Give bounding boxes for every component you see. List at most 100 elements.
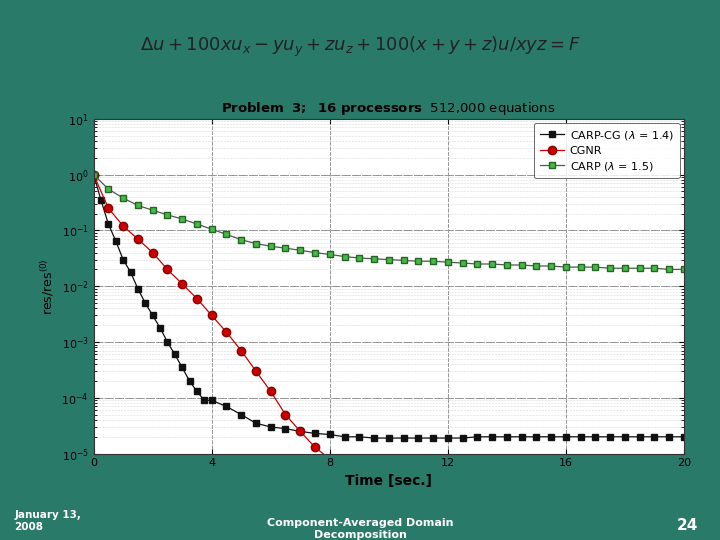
CGNR bbox=[547, 467, 556, 474]
CARP ($\lambda$ = 1.5) bbox=[340, 253, 348, 260]
CGNR bbox=[606, 467, 615, 474]
CARP-CG ($\lambda$ = 1.4) bbox=[473, 434, 482, 440]
CGNR bbox=[650, 467, 659, 474]
CGNR bbox=[591, 467, 600, 474]
CARP ($\lambda$ = 1.5) bbox=[399, 257, 408, 264]
CARP ($\lambda$ = 1.5) bbox=[665, 266, 674, 273]
CGNR bbox=[296, 428, 305, 435]
CARP ($\lambda$ = 1.5) bbox=[296, 247, 305, 254]
CGNR bbox=[399, 467, 408, 474]
Line: CARP ($\lambda$ = 1.5): CARP ($\lambda$ = 1.5) bbox=[90, 171, 688, 273]
CARP ($\lambda$ = 1.5) bbox=[384, 256, 393, 263]
CGNR bbox=[459, 467, 467, 474]
CGNR bbox=[414, 467, 423, 474]
CARP ($\lambda$ = 1.5) bbox=[517, 262, 526, 268]
CGNR bbox=[89, 171, 98, 178]
CARP-CG ($\lambda$ = 1.4) bbox=[266, 424, 275, 430]
CARP-CG ($\lambda$ = 1.4) bbox=[547, 434, 556, 440]
CARP ($\lambda$ = 1.5) bbox=[148, 207, 157, 213]
CARP ($\lambda$ = 1.5) bbox=[252, 240, 261, 247]
CARP-CG ($\lambda$ = 1.4) bbox=[171, 351, 179, 357]
CGNR bbox=[429, 467, 438, 474]
CGNR bbox=[222, 329, 230, 335]
Y-axis label: res/res$^{(0)}$: res/res$^{(0)}$ bbox=[39, 258, 56, 315]
CARP-CG ($\lambda$ = 1.4) bbox=[384, 435, 393, 441]
CGNR bbox=[532, 467, 541, 474]
CARP-CG ($\lambda$ = 1.4) bbox=[185, 378, 194, 384]
CARP-CG ($\lambda$ = 1.4) bbox=[89, 171, 98, 178]
CARP ($\lambda$ = 1.5) bbox=[355, 255, 364, 261]
CARP-CG ($\lambda$ = 1.4) bbox=[562, 434, 570, 440]
CGNR bbox=[473, 467, 482, 474]
CGNR bbox=[384, 467, 393, 474]
CARP ($\lambda$ = 1.5) bbox=[576, 264, 585, 271]
CARP-CG ($\lambda$ = 1.4) bbox=[459, 435, 467, 441]
Text: Component-Averaged Domain
Decomposition: Component-Averaged Domain Decomposition bbox=[266, 518, 454, 540]
CARP-CG ($\lambda$ = 1.4) bbox=[503, 434, 511, 440]
CARP-CG ($\lambda$ = 1.4) bbox=[237, 411, 246, 418]
CGNR bbox=[665, 467, 674, 474]
CARP ($\lambda$ = 1.5) bbox=[680, 266, 688, 273]
Legend: CARP-CG ($\lambda$ = 1.4), CGNR, CARP ($\lambda$ = 1.5): CARP-CG ($\lambda$ = 1.4), CGNR, CARP ($… bbox=[534, 123, 680, 178]
CARP ($\lambda$ = 1.5) bbox=[237, 237, 246, 243]
CARP ($\lambda$ = 1.5) bbox=[606, 265, 615, 272]
CARP-CG ($\lambda$ = 1.4) bbox=[621, 434, 629, 440]
CARP-CG ($\lambda$ = 1.4) bbox=[517, 434, 526, 440]
CARP ($\lambda$ = 1.5) bbox=[621, 265, 629, 272]
CGNR bbox=[576, 467, 585, 474]
CARP ($\lambda$ = 1.5) bbox=[325, 251, 334, 258]
CGNR bbox=[311, 444, 320, 450]
CGNR bbox=[355, 467, 364, 474]
CARP ($\lambda$ = 1.5) bbox=[178, 216, 186, 222]
CARP-CG ($\lambda$ = 1.4) bbox=[281, 426, 289, 432]
CARP-CG ($\lambda$ = 1.4) bbox=[96, 197, 105, 203]
CARP ($\lambda$ = 1.5) bbox=[459, 260, 467, 266]
CARP-CG ($\lambda$ = 1.4) bbox=[576, 434, 585, 440]
CARP-CG ($\lambda$ = 1.4) bbox=[126, 269, 135, 275]
CARP-CG ($\lambda$ = 1.4) bbox=[207, 397, 216, 403]
CARP ($\lambda$ = 1.5) bbox=[650, 265, 659, 272]
CARP ($\lambda$ = 1.5) bbox=[429, 258, 438, 265]
CARP ($\lambda$ = 1.5) bbox=[134, 202, 143, 208]
CARP ($\lambda$ = 1.5) bbox=[591, 264, 600, 271]
CGNR bbox=[562, 467, 570, 474]
CARP ($\lambda$ = 1.5) bbox=[636, 265, 644, 272]
CGNR bbox=[207, 312, 216, 319]
CARP-CG ($\lambda$ = 1.4) bbox=[429, 435, 438, 441]
CARP-CG ($\lambda$ = 1.4) bbox=[222, 403, 230, 410]
CGNR bbox=[503, 467, 511, 474]
CGNR bbox=[119, 222, 127, 229]
CARP-CG ($\lambda$ = 1.4) bbox=[680, 434, 688, 440]
CARP-CG ($\lambda$ = 1.4) bbox=[399, 435, 408, 441]
CARP ($\lambda$ = 1.5) bbox=[532, 263, 541, 269]
CGNR bbox=[370, 467, 379, 474]
CARP-CG ($\lambda$ = 1.4) bbox=[200, 397, 209, 403]
CARP ($\lambda$ = 1.5) bbox=[547, 263, 556, 269]
CARP-CG ($\lambda$ = 1.4) bbox=[606, 434, 615, 440]
CGNR bbox=[444, 467, 452, 474]
CARP-CG ($\lambda$ = 1.4) bbox=[650, 434, 659, 440]
Text: $\Delta u + 100xu_x - yu_y + zu_z + 100(x+y+z)u/xyz = F$: $\Delta u + 100xu_x - yu_y + zu_z + 100(… bbox=[140, 35, 580, 59]
CARP ($\lambda$ = 1.5) bbox=[193, 221, 202, 227]
CGNR bbox=[134, 236, 143, 242]
CGNR bbox=[340, 463, 348, 469]
CARP ($\lambda$ = 1.5) bbox=[488, 261, 497, 267]
CARP-CG ($\lambda$ = 1.4) bbox=[178, 364, 186, 370]
CARP ($\lambda$ = 1.5) bbox=[104, 186, 113, 192]
CARP-CG ($\lambda$ = 1.4) bbox=[355, 434, 364, 440]
CARP ($\lambda$ = 1.5) bbox=[473, 261, 482, 267]
CGNR bbox=[148, 249, 157, 256]
CGNR bbox=[237, 347, 246, 354]
CARP-CG ($\lambda$ = 1.4) bbox=[156, 325, 164, 331]
CARP ($\lambda$ = 1.5) bbox=[370, 255, 379, 262]
CARP-CG ($\lambda$ = 1.4) bbox=[444, 435, 452, 441]
CARP-CG ($\lambda$ = 1.4) bbox=[119, 256, 127, 263]
CGNR bbox=[104, 205, 113, 212]
CGNR bbox=[621, 467, 629, 474]
CARP-CG ($\lambda$ = 1.4) bbox=[591, 434, 600, 440]
CARP-CG ($\lambda$ = 1.4) bbox=[636, 434, 644, 440]
CARP-CG ($\lambda$ = 1.4) bbox=[193, 388, 202, 395]
CARP ($\lambda$ = 1.5) bbox=[207, 226, 216, 232]
CGNR bbox=[266, 388, 275, 395]
CGNR bbox=[252, 368, 261, 374]
